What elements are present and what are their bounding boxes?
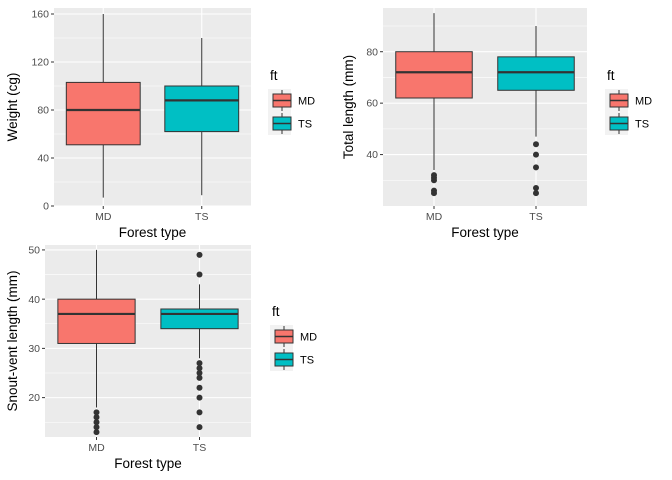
y-tick-label: 40 [28,294,40,306]
outlier-point [533,190,539,197]
iqr-box [395,51,473,99]
legend-label: MD [298,96,315,108]
legend-title: ft [272,304,280,319]
legend-key-MD [605,89,629,112]
outlier-point [93,429,100,436]
x-tick-label: TS [195,211,208,223]
outlier-point [533,164,539,171]
y-axis-title: Snout-vent length (mm) [5,270,20,411]
outlier-point [431,177,437,184]
y-tick-label: 40 [37,153,49,165]
y-tick-label: 120 [31,57,49,69]
legend-label: TS [635,119,649,131]
outlier-point [93,424,100,431]
outlier-point [196,271,203,278]
y-axis-title: Total length (mm) [341,55,356,159]
x-axis-title: Forest type [114,456,182,471]
y-tick-label: 50 [28,245,40,257]
legend-key-MD [268,89,292,112]
x-tick-label: TS [529,211,542,223]
legend: ft MD TS [605,68,652,135]
box-MD [395,13,473,197]
legend-label: MD [300,332,317,344]
outlier-point [196,409,203,416]
y-tick-label: 60 [366,98,378,110]
x-axis-title: Forest type [451,225,519,240]
outlier-point [431,190,437,197]
chart-panel-3: 20 30 40 50 MD TS Forest type Snout-vent length… [5,245,317,471]
outlier-point [196,424,203,431]
iqr-box [497,56,575,91]
x-tick-label: MD [426,211,443,223]
y-tick-label: 80 [37,105,49,117]
y-tick-label: 160 [31,9,49,21]
outlier-point [533,151,539,158]
chart-panel-2: 40 60 80 MD TS Forest type Total length (mm) ft… [341,8,652,240]
iqr-box [160,308,239,330]
outlier-point [93,414,100,421]
y-tick-label: 40 [366,149,378,161]
box-MD [65,14,141,198]
iqr-box [65,81,141,146]
legend: ft MD TS [270,304,317,371]
legend-key-TS [268,112,292,135]
x-tick-label: TS [193,442,206,454]
box-TS [497,26,575,197]
iqr-box [57,298,136,344]
x-axis-title: Forest type [119,225,187,240]
box-MD [57,249,136,436]
outlier-point [196,360,203,367]
y-tick-label: 0 [43,201,49,213]
outlier-point [93,419,100,426]
outlier-point [533,141,539,148]
box-TS [160,251,239,431]
outlier-point [196,251,203,258]
outlier-point [93,409,100,416]
iqr-box [164,85,240,133]
legend-label: MD [635,96,652,108]
legend: ft MD TS [268,68,315,135]
outlier-point [196,394,203,401]
outlier-point [196,365,203,372]
outlier-point [196,370,203,376]
outlier-point [196,374,203,381]
panel-background [383,8,587,206]
y-tick-label: 30 [28,343,40,355]
box-TS [164,38,240,196]
chart-panel-1: 0 40 80 120 160 MD TS Forest type Weight (cg) ft M… [5,8,315,240]
legend-title: ft [607,68,615,83]
y-tick-label: 20 [28,392,40,404]
legend-key-TS [270,348,294,371]
legend-key-TS [605,112,629,135]
outlier-point [196,384,203,391]
legend-key-MD [270,325,294,348]
legend-label: TS [300,355,314,367]
legend-label: TS [298,119,312,131]
x-tick-label: MD [88,442,105,454]
legend-title: ft [270,68,278,83]
outlier-point [533,185,539,191]
x-tick-label: MD [95,211,112,223]
y-tick-label: 80 [366,46,378,58]
y-axis-title: Weight (cg) [5,73,20,142]
